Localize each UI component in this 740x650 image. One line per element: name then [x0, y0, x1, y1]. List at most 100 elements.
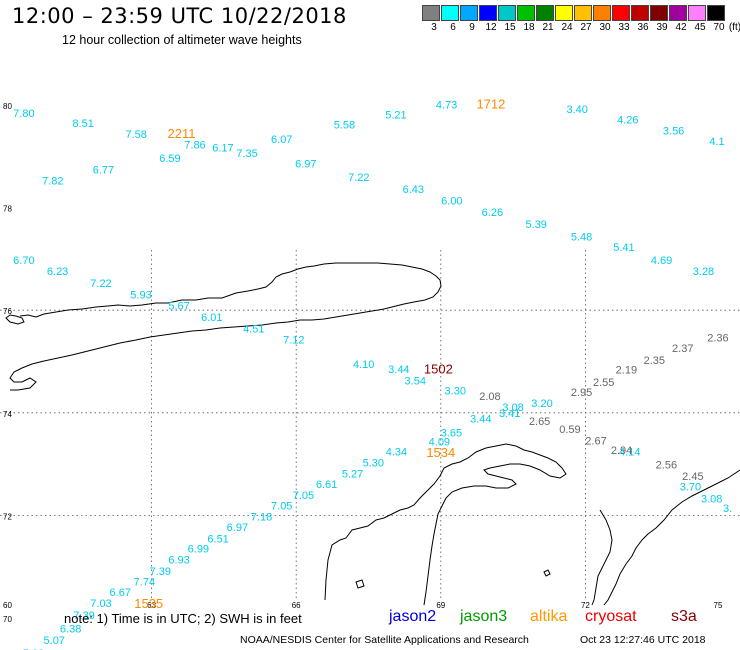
coastline-gulf: [591, 509, 613, 606]
scale-label: 21: [542, 22, 554, 33]
wave-height-label: 6.26: [482, 207, 503, 219]
wave-height-label: 7.35: [236, 148, 257, 160]
wave-height-label: 7.18: [251, 511, 272, 523]
wave-height-label: 5.07: [44, 635, 65, 647]
scale-label: 3: [431, 22, 437, 33]
wave-height-values: 7.80 8.51 7.58 7.86 6.17 6.59 7.35 6.07 6.77 7.82…: [13, 99, 732, 650]
wave-height-label: 2.95: [571, 387, 592, 399]
wave-height-label: 3.56: [663, 126, 684, 138]
lat-lon-grid: [0, 250, 740, 600]
lon-tick-label: 63: [147, 601, 156, 610]
scale-swatch: [555, 5, 573, 21]
axis-labels: 80 78 76 74 72 70 60 63 66 69 72 75: [3, 102, 723, 624]
scale-label: 18: [523, 22, 535, 33]
wave-height-label: 5.67: [168, 301, 189, 313]
wave-height-label: 3.08: [701, 493, 722, 505]
scale-swatch: [479, 5, 497, 21]
pass-time-label: 2211: [167, 126, 195, 141]
wave-height-label: 5.21: [385, 110, 406, 122]
wave-height-label: 7.39: [150, 566, 171, 578]
scale-swatch: [669, 5, 687, 21]
scale-label: 33: [618, 22, 630, 33]
wave-height-label: 5.33: [23, 648, 44, 650]
credit-line: NOAA/NESDIS Center for Satellite Applica…: [240, 634, 529, 646]
lon-tick-label: 66: [292, 601, 301, 610]
scale-swatch: [517, 5, 535, 21]
wave-height-label: 6.67: [110, 587, 131, 599]
footnote: note: 1) Time is in UTC; 2) SWH is in fe…: [64, 611, 302, 626]
wave-height-label: 6.17: [212, 143, 233, 155]
wave-height-label: 2.37: [672, 343, 693, 355]
legend-s3a: s3a: [671, 608, 697, 625]
wave-height-label: 2.56: [656, 460, 677, 472]
scale-swatch: [422, 5, 440, 21]
legend-jason3: jason3: [460, 608, 508, 625]
scale-unit: (ft): [728, 22, 740, 33]
wave-height-label: 6.00: [441, 195, 462, 207]
wave-height-label: 7.03: [90, 598, 111, 610]
wave-height-label: 3.20: [531, 398, 552, 410]
wave-height-label: 7.39: [73, 610, 94, 622]
wave-height-label: 6.07: [271, 134, 292, 146]
wave-height-label: 2.36: [707, 332, 728, 344]
legend-jason2: jason2: [389, 608, 437, 625]
lat-tick-label: 74: [3, 410, 12, 419]
wave-height-label: 3.28: [693, 266, 714, 278]
scale-swatch: [536, 5, 554, 21]
wave-height-label: 5.41: [613, 242, 634, 254]
wave-height-label: 4.26: [617, 114, 638, 126]
wave-height-label: 2.65: [529, 416, 550, 428]
wave-height-label: 6.23: [47, 266, 68, 278]
wave-height-label: 6.61: [316, 479, 337, 491]
wave-height-label: 2.19: [616, 365, 637, 377]
wave-height-label: 7.22: [348, 172, 369, 184]
scale-label: 45: [694, 22, 706, 33]
wave-height-label: 6.70: [13, 255, 34, 267]
scale-label: 42: [675, 22, 687, 33]
wave-height-label: 3.44: [388, 364, 409, 376]
coastline-yamal-east: [603, 469, 740, 606]
wave-height-label: 2.08: [479, 391, 500, 403]
coastline-islet-1: [543, 569, 551, 577]
wave-height-label: 6.93: [168, 555, 189, 567]
scale-label: 27: [580, 22, 592, 33]
generation-timestamp: Oct 23 12:27:46 UTC 2018: [580, 634, 706, 646]
wave-height-label: 6.43: [403, 184, 424, 196]
scale-swatch: [650, 5, 668, 21]
lon-tick-label: 72: [581, 601, 590, 610]
coastline: [5, 262, 740, 606]
scale-label: 9: [469, 22, 475, 33]
scale-label: 6: [450, 22, 456, 33]
legend-cryosat: cryosat: [585, 608, 637, 625]
lat-tick-label: 78: [3, 205, 12, 214]
wave-height-label: 6.99: [188, 544, 209, 556]
wave-height-label: 7.58: [125, 129, 146, 141]
wave-height-label: 8.51: [72, 118, 93, 130]
pass-time-label: 1534: [426, 445, 455, 460]
scale-swatch: [441, 5, 459, 21]
wave-height-label: 6.97: [227, 522, 248, 534]
wave-height-label: 7.05: [271, 501, 292, 513]
wave-height-label: 6.01: [201, 312, 222, 324]
wave-height-label: 7.80: [13, 108, 34, 120]
wave-height-label: 4.10: [353, 359, 374, 371]
time-stamps: 2211 1712 1502 1534 1535: [134, 96, 505, 611]
lat-tick-label: 76: [3, 307, 12, 316]
wave-height-label: 3.70: [680, 482, 701, 494]
scale-swatch: [574, 5, 592, 21]
wave-height-label: 7.12: [283, 334, 304, 346]
coastline-islet-2: [355, 579, 365, 589]
coastline-island-north: [9, 262, 442, 391]
wave-height-label: 5.27: [342, 468, 363, 480]
scale-label: 36: [637, 22, 649, 33]
wave-height-label: 5.58: [334, 119, 355, 131]
wave-height-label: 4.09: [429, 437, 450, 449]
lon-tick-label: 60: [3, 601, 12, 610]
wave-height-label: 3.: [723, 503, 732, 515]
wave-height-label: 6.59: [159, 153, 180, 165]
wave-height-label: 7.82: [42, 175, 63, 187]
pass-time-label: 1502: [424, 362, 453, 377]
scale-label: 39: [656, 22, 668, 33]
wave-height-label: 4.14: [619, 446, 640, 458]
